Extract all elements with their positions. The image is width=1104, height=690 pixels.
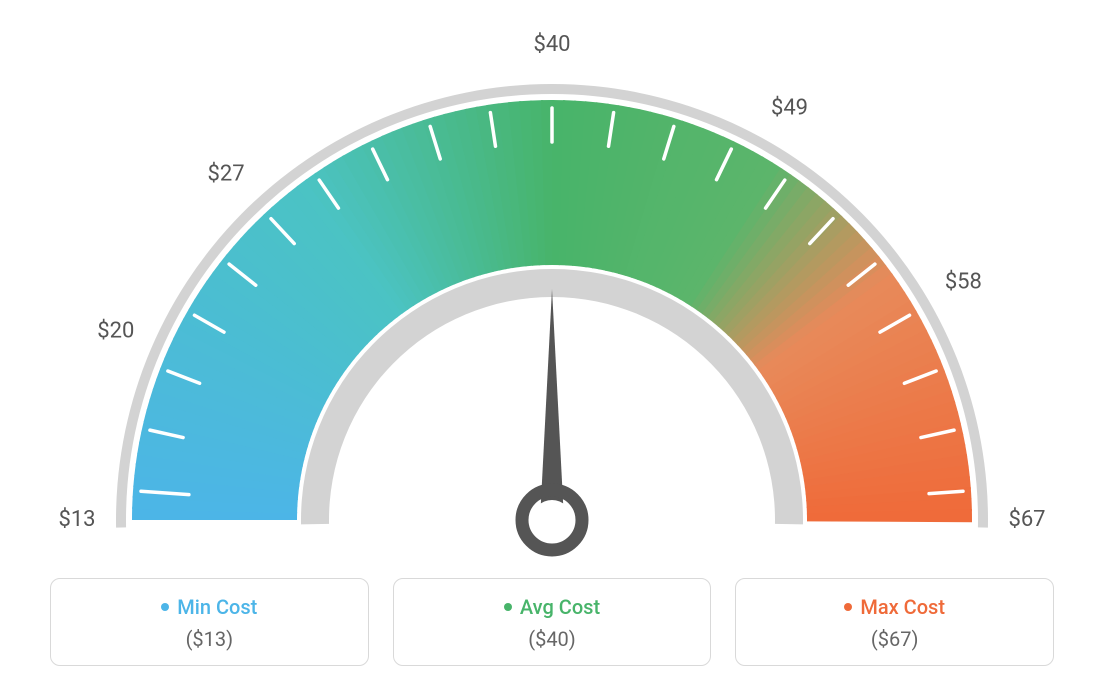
legend-card-max: Max Cost ($67) (735, 578, 1054, 666)
gauge-needle-hub-inner (532, 500, 572, 540)
legend-card-min: Min Cost ($13) (50, 578, 369, 666)
legend-label-avg: Avg Cost (520, 595, 600, 619)
legend-card-avg: Avg Cost ($40) (393, 578, 712, 666)
legend-value-avg: ($40) (414, 627, 691, 651)
legend-dot-max (844, 603, 852, 611)
gauge-scale-label: $58 (945, 269, 982, 294)
gauge-scale-label: $27 (207, 161, 244, 186)
gauge-scale-label: $13 (58, 507, 95, 532)
legend-title-min: Min Cost (161, 595, 257, 619)
legend-dot-avg (504, 603, 512, 611)
gauge-scale-label: $67 (1008, 507, 1045, 532)
gauge-scale-label: $20 (97, 319, 134, 344)
gauge-svg: $13 $20 $27 $40 $49 $58 $67 (0, 0, 1104, 570)
legend-value-min: ($13) (71, 627, 348, 651)
gauge-scale-label: $40 (533, 32, 570, 57)
legend-dot-min (161, 603, 169, 611)
legend-label-min: Min Cost (177, 595, 257, 619)
gauge-chart-container: $13 $20 $27 $40 $49 $58 $67 Min Cost ($13) Avg… (0, 0, 1104, 690)
legend-title-max: Max Cost (844, 595, 945, 619)
legend-title-avg: Avg Cost (504, 595, 600, 619)
legend-value-max: ($67) (756, 627, 1033, 651)
legend-label-max: Max Cost (860, 595, 945, 619)
legend-row: Min Cost ($13) Avg Cost ($40) Max Cost (… (50, 578, 1054, 666)
gauge-scale-label: $49 (771, 95, 808, 120)
